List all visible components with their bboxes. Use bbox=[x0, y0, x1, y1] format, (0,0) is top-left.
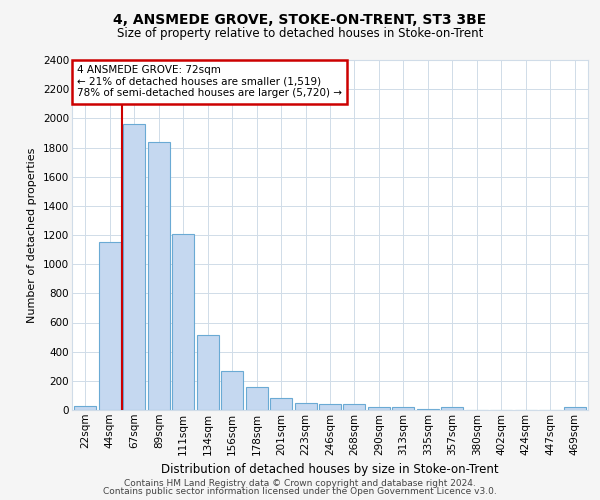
Bar bbox=[74, 406, 97, 410]
Bar bbox=[221, 372, 243, 410]
Text: Size of property relative to detached houses in Stoke-on-Trent: Size of property relative to detached ho… bbox=[117, 28, 483, 40]
Bar bbox=[197, 335, 219, 410]
Bar bbox=[417, 408, 439, 410]
Bar bbox=[99, 242, 121, 410]
Text: 4 ANSMEDE GROVE: 72sqm
← 21% of detached houses are smaller (1,519)
78% of semi-: 4 ANSMEDE GROVE: 72sqm ← 21% of detached… bbox=[77, 66, 342, 98]
Bar bbox=[392, 408, 415, 410]
Bar bbox=[343, 404, 365, 410]
Bar bbox=[319, 404, 341, 410]
Bar bbox=[270, 398, 292, 410]
Bar bbox=[368, 407, 390, 410]
Y-axis label: Number of detached properties: Number of detached properties bbox=[28, 148, 37, 322]
Text: Contains public sector information licensed under the Open Government Licence v3: Contains public sector information licen… bbox=[103, 487, 497, 496]
Bar bbox=[148, 142, 170, 410]
Bar bbox=[441, 407, 463, 410]
Bar bbox=[245, 388, 268, 410]
Text: 4, ANSMEDE GROVE, STOKE-ON-TRENT, ST3 3BE: 4, ANSMEDE GROVE, STOKE-ON-TRENT, ST3 3B… bbox=[113, 12, 487, 26]
Bar bbox=[295, 402, 317, 410]
Bar bbox=[124, 124, 145, 410]
X-axis label: Distribution of detached houses by size in Stoke-on-Trent: Distribution of detached houses by size … bbox=[161, 463, 499, 476]
Bar bbox=[172, 234, 194, 410]
Text: Contains HM Land Registry data © Crown copyright and database right 2024.: Contains HM Land Registry data © Crown c… bbox=[124, 478, 476, 488]
Bar bbox=[563, 407, 586, 410]
